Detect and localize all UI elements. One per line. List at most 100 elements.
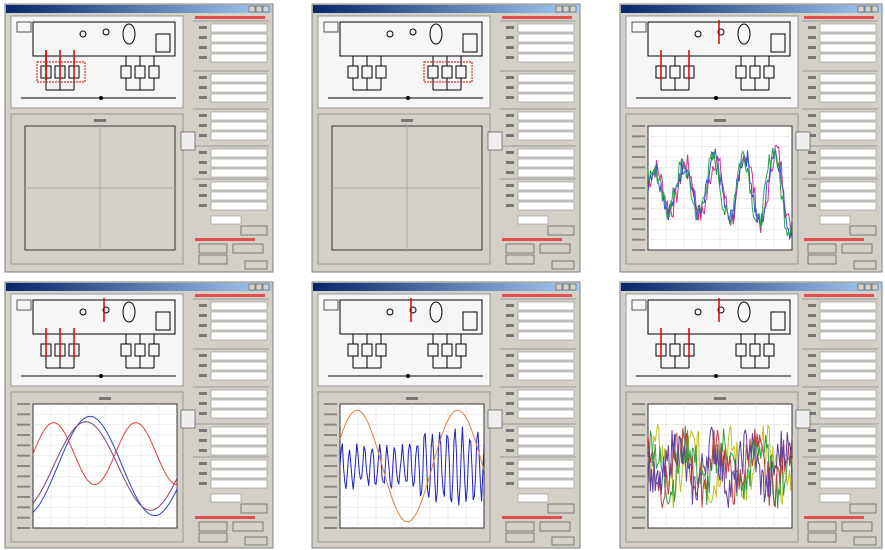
title-bar — [313, 283, 579, 291]
input-field — [211, 362, 267, 370]
tick-label — [324, 496, 337, 498]
input-field — [211, 494, 241, 502]
exit-button — [854, 537, 876, 545]
field-label — [199, 314, 207, 317]
field-label — [808, 429, 816, 432]
field-label — [506, 194, 514, 197]
input-field — [518, 427, 574, 435]
tick-label — [324, 455, 337, 457]
app-window — [620, 4, 882, 272]
exit-button — [854, 261, 876, 269]
input-field — [518, 332, 574, 340]
input-field — [518, 84, 574, 92]
input-field — [211, 352, 267, 360]
panel-button — [199, 244, 227, 253]
panel-button — [241, 504, 267, 513]
input-field — [820, 437, 876, 445]
field-label — [199, 462, 207, 465]
schematic-area — [626, 16, 798, 108]
field-label — [506, 184, 514, 187]
field-label — [808, 124, 816, 127]
tick-label — [632, 197, 645, 199]
field-label — [808, 324, 816, 327]
input-field — [820, 352, 876, 360]
input-field — [211, 54, 267, 62]
field-label — [199, 171, 207, 174]
tick-label — [632, 403, 645, 405]
input-field — [820, 494, 850, 502]
tick-label — [17, 444, 30, 446]
field-label — [808, 76, 816, 79]
input-field — [518, 112, 574, 120]
field-label — [199, 114, 207, 117]
panel-button — [808, 522, 836, 531]
field-label — [506, 26, 514, 29]
tick-label — [324, 517, 337, 519]
input-field — [518, 362, 574, 370]
input-field — [211, 216, 241, 224]
title-button — [263, 284, 269, 290]
field-label — [199, 26, 207, 29]
title-button — [556, 6, 562, 12]
field-label — [199, 392, 207, 395]
input-field — [211, 390, 267, 398]
field-label — [808, 161, 816, 164]
input-field — [820, 410, 876, 418]
input-field — [518, 44, 574, 52]
panel-button — [199, 533, 227, 542]
tick-label — [17, 506, 30, 508]
schematic-area — [626, 294, 798, 386]
input-field — [820, 132, 876, 140]
plot-title — [714, 119, 726, 122]
field-label — [199, 364, 207, 367]
input-field — [211, 169, 267, 177]
title-button — [865, 284, 871, 290]
field-label — [808, 194, 816, 197]
panel-button — [506, 522, 534, 531]
app-window — [312, 4, 580, 272]
title-button — [263, 6, 269, 12]
panel-button — [506, 533, 534, 542]
field-label — [808, 472, 816, 475]
field-label — [199, 354, 207, 357]
field-label — [808, 374, 816, 377]
field-label — [199, 36, 207, 39]
input-field — [820, 169, 876, 177]
tick-label — [632, 208, 645, 210]
tick-label — [17, 465, 30, 467]
field-label — [199, 472, 207, 475]
panel-button — [842, 244, 872, 253]
input-field — [518, 149, 574, 157]
title-button — [865, 6, 871, 12]
input-field — [820, 159, 876, 167]
input-field — [518, 312, 574, 320]
field-label — [199, 412, 207, 415]
panel-header — [195, 516, 255, 519]
title-button — [858, 6, 864, 12]
title-button — [249, 284, 255, 290]
plot-button — [181, 132, 195, 150]
field-label — [808, 449, 816, 452]
field-label — [808, 204, 816, 207]
input-field — [518, 216, 548, 224]
field-label — [506, 134, 514, 137]
panel-button — [850, 226, 876, 235]
input-field — [518, 480, 574, 488]
tick-label — [324, 465, 337, 467]
field-label — [199, 324, 207, 327]
exit-button — [552, 261, 574, 269]
input-field — [518, 34, 574, 42]
field-label — [808, 334, 816, 337]
field-label — [506, 56, 514, 59]
input-field — [820, 54, 876, 62]
input-field — [518, 460, 574, 468]
field-label — [506, 151, 514, 154]
input-field — [820, 122, 876, 130]
input-field — [211, 84, 267, 92]
plot-button — [796, 132, 810, 150]
tick-label — [632, 177, 645, 179]
tick-label — [632, 465, 645, 467]
input-field — [820, 44, 876, 52]
input-field — [820, 149, 876, 157]
input-field — [518, 94, 574, 102]
